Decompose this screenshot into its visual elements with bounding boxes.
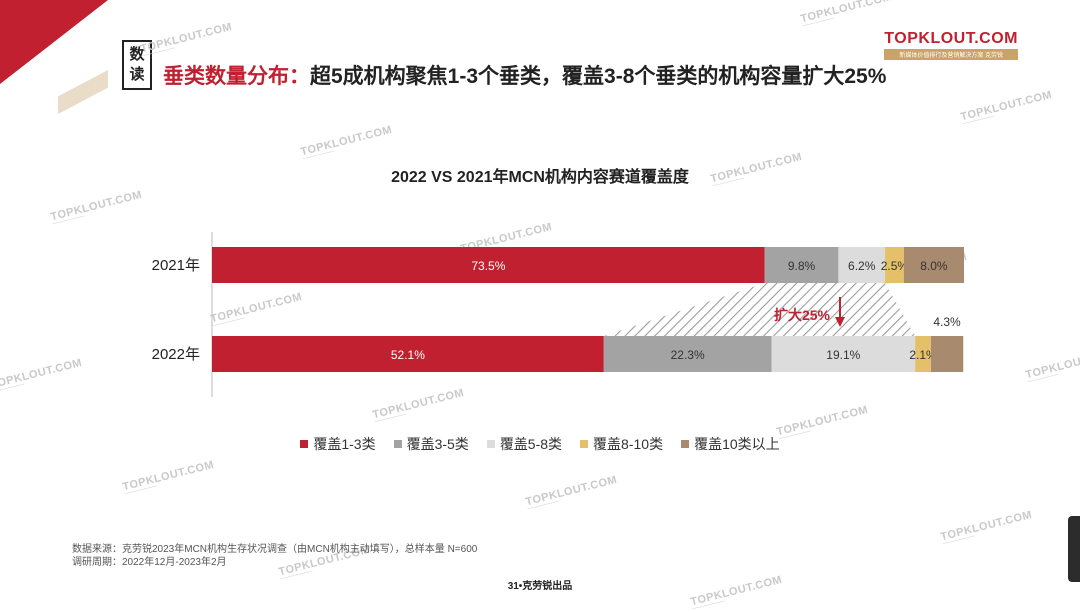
data-label: 22.3% xyxy=(671,348,705,362)
chart-title: 2022 VS 2021年MCN机构内容赛道覆盖度 xyxy=(391,169,689,186)
badge-char-2: 读 xyxy=(129,66,145,83)
bar-segment xyxy=(212,247,765,283)
data-label: 4.3% xyxy=(933,315,961,329)
legend-item: 覆盖3-5类 xyxy=(393,434,469,454)
legend-item: 覆盖10类以上 xyxy=(681,434,780,454)
legend-swatch xyxy=(393,440,402,448)
legend-swatch xyxy=(580,440,589,448)
bar-segment xyxy=(915,336,931,372)
corner-decoration-red xyxy=(0,0,108,84)
bar-segment xyxy=(764,247,839,283)
data-label: 73.5% xyxy=(471,259,505,273)
legend-item: 覆盖1-3类 xyxy=(300,434,376,454)
data-source: 数据来源：克劳锐2023年MCN机构生存状况调查（由MCN机构主动填写），总样本… xyxy=(72,543,477,569)
legend-swatch xyxy=(681,440,690,448)
data-label: 8.0% xyxy=(920,259,948,273)
page-title-rest: 超5成机构聚焦1-3个垂类，覆盖3-8个垂类的机构容量扩大25% xyxy=(310,65,887,88)
page-footer: 31•克劳锐出品 xyxy=(507,581,573,592)
bar-segment xyxy=(212,336,604,372)
legend-label: 覆盖3-5类 xyxy=(406,436,469,452)
scroll-handle[interactable] xyxy=(1068,516,1080,582)
data-label: 6.2% xyxy=(848,259,876,273)
legend-label: 覆盖8-10类 xyxy=(593,436,664,452)
bar-segment xyxy=(930,336,964,372)
category-label: 2021年 xyxy=(152,257,200,274)
chart-legend: 覆盖1-3类 覆盖3-5类 覆盖5-8类 覆盖8-10类 覆盖10类以上 xyxy=(0,434,1080,454)
annotation-text: 扩大25% xyxy=(774,307,831,323)
logo-name: TOPKLOUT.COM xyxy=(884,30,1018,47)
page-title: 垂类数量分布：超5成机构聚焦1-3个垂类，覆盖3-8个垂类的机构容量扩大25% xyxy=(163,60,886,90)
legend-item: 覆盖8-10类 xyxy=(580,434,663,454)
legend-label: 覆盖5-8类 xyxy=(499,436,563,452)
page-title-highlight: 垂类数量分布： xyxy=(163,65,310,88)
legend-swatch xyxy=(300,440,309,448)
brand-logo: TOPKLOUT.COM 新媒体价值排行及营销解决方案 克劳锐 xyxy=(884,30,1018,60)
category-label: 2022年 xyxy=(152,346,200,363)
legend-swatch xyxy=(486,440,495,448)
data-label: 2.5% xyxy=(881,259,909,273)
legend-label: 覆盖1-3类 xyxy=(313,436,376,452)
data-label: 9.8% xyxy=(788,259,816,273)
bar-segment xyxy=(603,336,772,372)
data-label: 2.1% xyxy=(909,348,937,362)
data-label: 19.1% xyxy=(826,348,860,362)
annotation-arrow-head xyxy=(835,317,845,327)
bar-segment xyxy=(885,247,904,283)
bar-segment xyxy=(838,247,886,283)
legend-item: 覆盖5-8类 xyxy=(486,434,563,454)
legend-label: 覆盖10类以上 xyxy=(694,436,780,452)
expansion-hatch-area xyxy=(603,283,916,336)
survey-period-line: 调研周期：2022年12月-2023年2月 xyxy=(72,557,227,568)
badge-shudu: 数 读 xyxy=(122,40,152,90)
bar-segment xyxy=(903,247,964,283)
data-label: 52.1% xyxy=(391,348,425,362)
bar-segment xyxy=(771,336,916,372)
logo-tagline: 新媒体价值排行及营销解决方案 克劳锐 xyxy=(884,49,1018,60)
data-source-line: 数据来源：克劳锐2023年MCN机构生存状况调查（由MCN机构主动填写），总样本… xyxy=(72,544,478,555)
